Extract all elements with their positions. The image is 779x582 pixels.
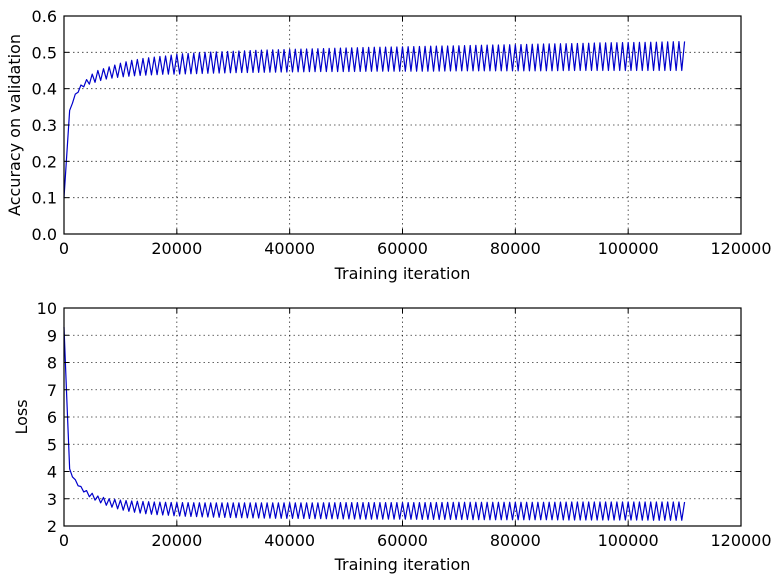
loss-x-tick-label: 120000 [710,531,771,550]
loss-y-tick-label: 3 [47,490,57,509]
loss-tick-marks [63,307,742,527]
loss-y-tick-labels: 2 3 4 5 6 7 8 9 10 [37,299,57,536]
accuracy-y-tick-labels: 0.0 0.1 0.2 0.3 0.4 0.5 0.6 [32,7,57,244]
loss-y-tick-label: 6 [47,408,57,427]
loss-y-tick-label: 10 [37,299,57,318]
loss-series-line [63,327,686,521]
accuracy-x-tick-label: 40000 [264,239,315,258]
accuracy-tick-marks [63,15,742,235]
loss-x-tick-label: 60000 [377,531,428,550]
loss-y-tick-label: 2 [47,517,57,536]
accuracy-x-tick-labels: 0 20000 40000 60000 80000 100000 120000 [59,239,772,258]
accuracy-x-axis-label: Training iteration [334,264,471,283]
loss-y-tick-label: 4 [47,463,57,482]
accuracy-y-axis-label: Accuracy on validation [5,34,24,216]
loss-y-tick-label: 7 [47,381,57,400]
loss-x-tick-label: 80000 [490,531,541,550]
loss-y-tick-label: 9 [47,326,57,345]
accuracy-chart: 0 20000 40000 60000 80000 100000 120000 0.0 0.1… [5,7,772,283]
accuracy-x-tick-label: 60000 [377,239,428,258]
loss-x-tick-label: 100000 [598,531,659,550]
accuracy-series-line [63,40,686,198]
loss-x-tick-label: 40000 [264,531,315,550]
accuracy-gridlines [64,16,741,234]
loss-x-tick-label: 0 [59,531,69,550]
loss-x-tick-labels: 0 20000 40000 60000 80000 100000 120000 [59,531,772,550]
accuracy-y-tick-label: 0.3 [32,116,57,135]
accuracy-y-tick-label: 0.5 [32,43,57,62]
accuracy-y-tick-label: 0.4 [32,80,57,99]
accuracy-x-tick-label: 120000 [710,239,771,258]
accuracy-x-tick-label: 0 [59,239,69,258]
loss-x-axis-label: Training iteration [334,555,471,574]
loss-chart: 0 20000 40000 60000 80000 100000 120000 2 3 4 5 6 7… [12,299,772,574]
accuracy-x-tick-label: 100000 [598,239,659,258]
loss-y-tick-label: 8 [47,354,57,373]
accuracy-y-tick-label: 0.1 [32,189,57,208]
loss-x-tick-label: 20000 [151,531,202,550]
accuracy-y-tick-label: 0.0 [32,225,57,244]
loss-gridlines [64,308,741,526]
accuracy-y-tick-label: 0.6 [32,7,57,26]
accuracy-x-tick-label: 80000 [490,239,541,258]
accuracy-x-tick-label: 20000 [151,239,202,258]
loss-y-tick-label: 5 [47,435,57,454]
accuracy-y-tick-label: 0.2 [32,152,57,171]
loss-y-axis-label: Loss [12,399,31,434]
